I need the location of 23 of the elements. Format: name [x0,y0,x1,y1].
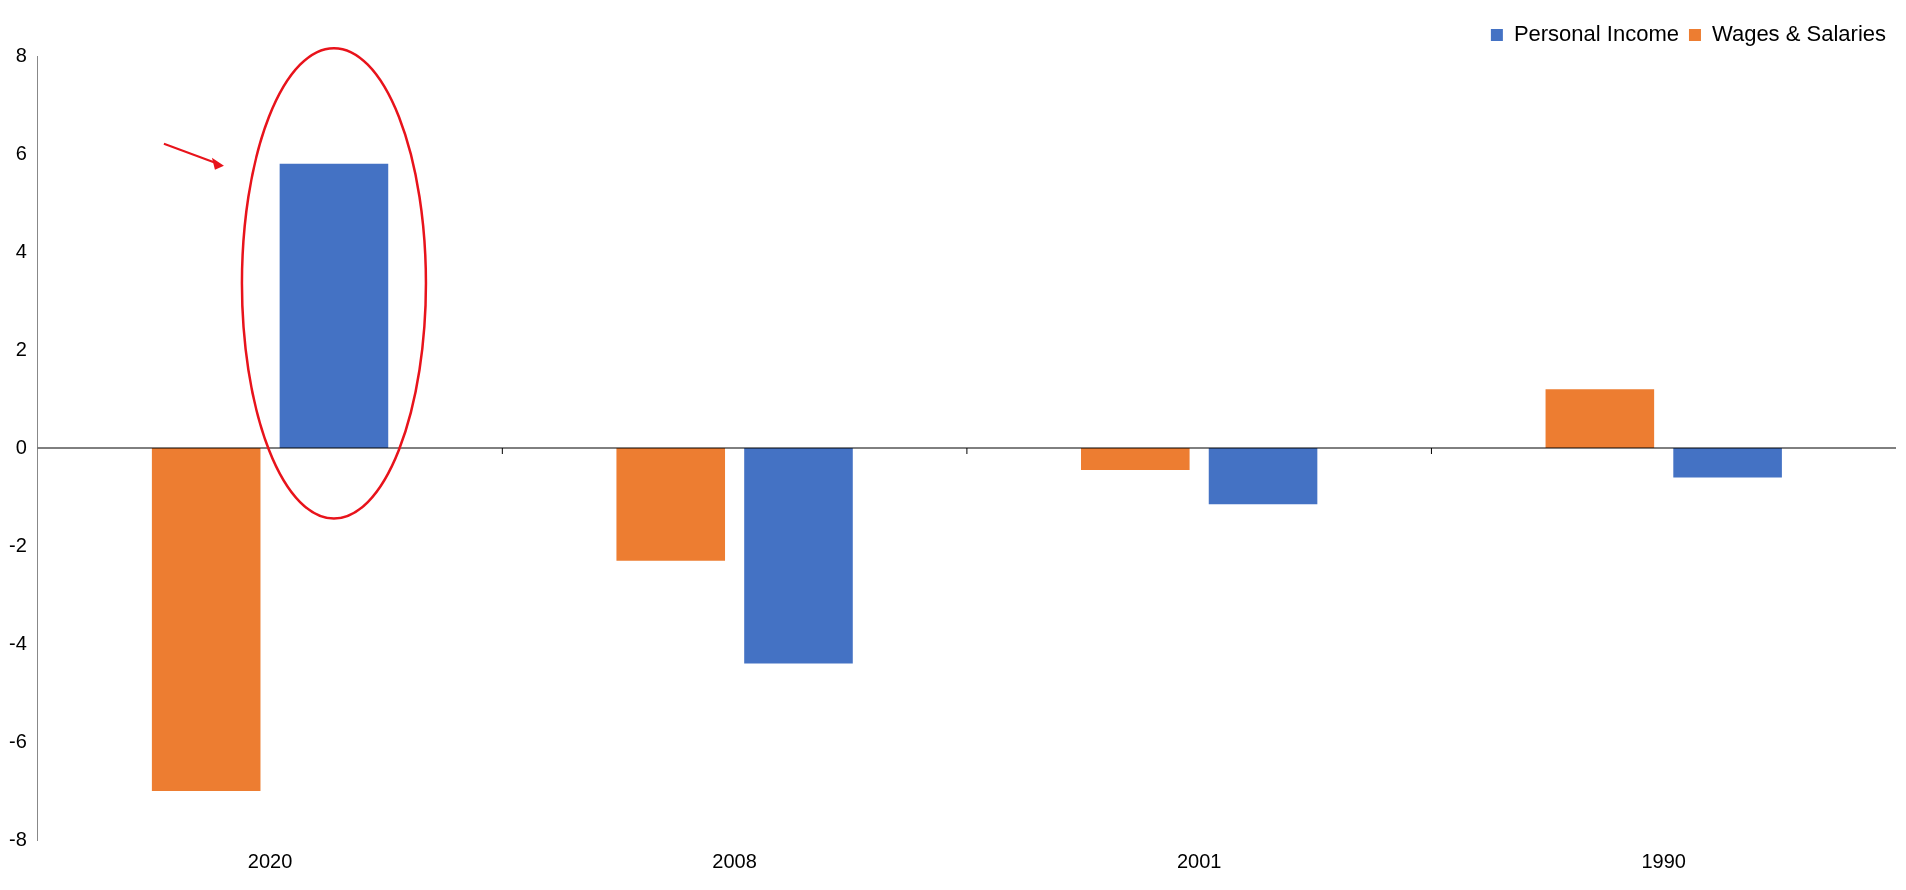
legend-label: Wages & Salaries [1711,21,1887,47]
bar [279,163,389,448]
y-tick-label: 8 [15,43,27,66]
bar [1208,448,1318,505]
bar [616,448,726,561]
y-tick-label: 2 [15,337,27,360]
x-tick-label: 1990 [1641,849,1686,872]
x-tick-label: 2020 [247,849,293,872]
bar [744,448,853,664]
bar [151,448,261,791]
y-tick-label: 4 [15,239,27,262]
y-tick-label: -2 [8,533,27,556]
y-tick-label: 0 [15,435,27,458]
bar [1545,389,1655,448]
y-tick-label: -6 [8,729,27,752]
y-tick-label: -4 [8,631,27,654]
bar [1673,448,1782,478]
legend-label: Personal Income [1513,21,1679,47]
y-tick-label: 6 [15,141,27,164]
y-tick-label: -8 [8,827,27,850]
bar [1081,448,1190,471]
x-tick-label: 2001 [1176,849,1222,872]
x-tick-label: 2008 [712,849,757,872]
